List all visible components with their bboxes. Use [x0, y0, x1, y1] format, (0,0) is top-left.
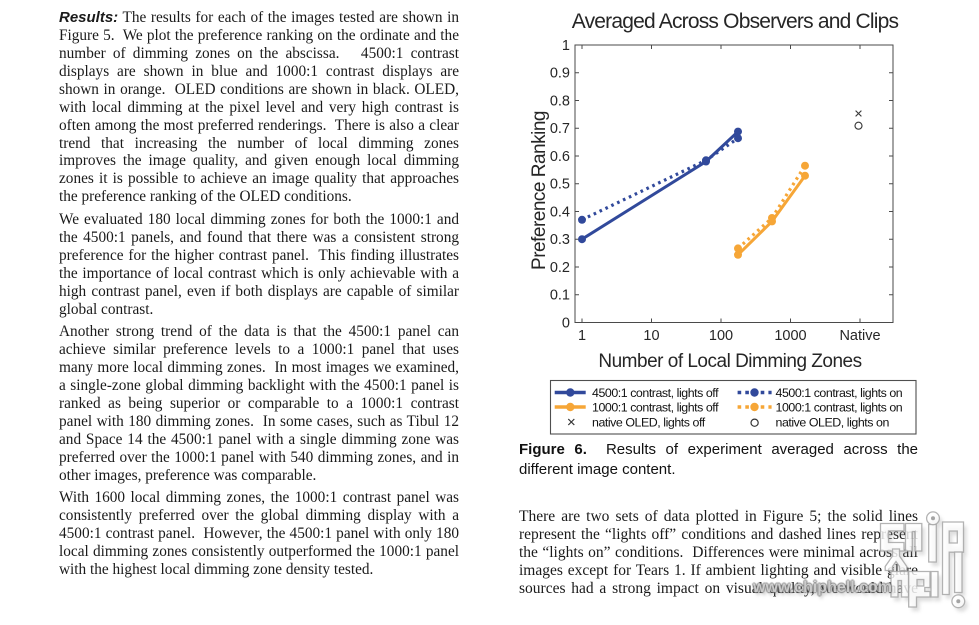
svg-text:1000:1 contrast, lights on: 1000:1 contrast, lights on: [776, 400, 903, 414]
svg-text:native OLED, lights on: native OLED, lights on: [776, 415, 890, 429]
svg-text:4500:1 contrast, lights off: 4500:1 contrast, lights off: [592, 386, 719, 400]
svg-text:1000:1 contrast, lights off: 1000:1 contrast, lights off: [592, 400, 719, 414]
svg-text:1000: 1000: [774, 328, 806, 344]
svg-text:Averaged Across Observers and: Averaged Across Observers and Clips: [572, 10, 899, 33]
svg-text:native OLED, lights off: native OLED, lights off: [592, 415, 706, 429]
svg-text:0.9: 0.9: [550, 66, 570, 82]
svg-text:0: 0: [562, 316, 570, 332]
svg-text:10: 10: [643, 328, 659, 344]
svg-text:0.7: 0.7: [550, 121, 570, 137]
svg-text:100: 100: [709, 328, 733, 344]
svg-text:4500:1 contrast, lights on: 4500:1 contrast, lights on: [776, 386, 903, 400]
svg-text:0.1: 0.1: [550, 288, 570, 304]
svg-text:Preference Ranking: Preference Ranking: [529, 111, 550, 270]
svg-text:0.3: 0.3: [550, 232, 570, 248]
svg-text:0.8: 0.8: [550, 94, 570, 110]
svg-text:0.2: 0.2: [550, 260, 570, 276]
svg-text:1: 1: [562, 38, 570, 54]
svg-text:0.4: 0.4: [550, 205, 570, 221]
svg-text:Number of Local Dimming Zones: Number of Local Dimming Zones: [598, 351, 861, 372]
svg-text:1: 1: [578, 328, 586, 344]
svg-text:0.5: 0.5: [550, 177, 570, 193]
svg-text:0.6: 0.6: [550, 149, 570, 165]
svg-text:Native: Native: [839, 328, 880, 344]
